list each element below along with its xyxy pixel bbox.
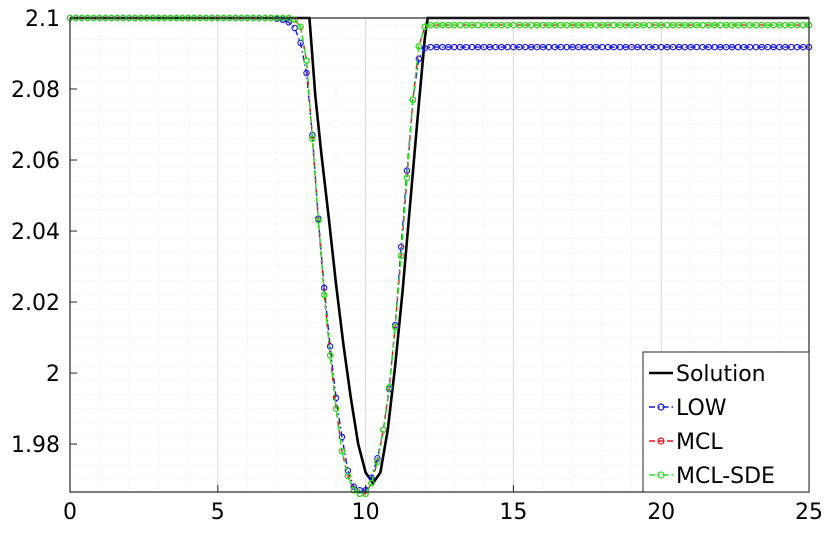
legend: Solution LOW MCL MCL-SDE — [642, 351, 810, 493]
data-point-mcl-sde — [409, 96, 417, 103]
x-tick-label: 0 — [63, 500, 77, 525]
data-point-mcl-sde — [303, 57, 310, 64]
data-point-mcl-sde — [368, 479, 375, 487]
legend-label-solution: Solution — [676, 362, 766, 387]
legend-marker-mcl — [657, 437, 665, 445]
y-tick-label: 2.1 — [25, 7, 60, 32]
data-point-mcl-sde — [320, 291, 328, 299]
data-point-low — [285, 19, 292, 26]
data-point-low — [291, 24, 298, 32]
data-point-mcl-sde — [421, 23, 428, 31]
y-tick-label: 2.08 — [11, 78, 60, 103]
plot-frame — [69, 17, 810, 493]
data-point-mcl-sde — [403, 174, 411, 182]
data-point-mcl-sde — [344, 472, 352, 480]
data-point-low — [332, 394, 340, 402]
data-point-mcl-sde — [380, 426, 387, 434]
data-point-mcl-sde — [397, 252, 405, 260]
data-point-low — [681, 43, 689, 51]
data-point-mcl-sde — [315, 217, 322, 224]
x-tick-label: 20 — [647, 500, 675, 525]
data-point-mcl-sde — [309, 135, 316, 142]
data-point-low — [297, 39, 304, 47]
y-tick-label: 2.04 — [11, 220, 60, 245]
data-point-mcl-sde — [415, 43, 423, 50]
data-point-mcl-sde — [326, 352, 334, 359]
data-point-mcl-sde — [297, 23, 304, 31]
legend-box — [642, 351, 810, 493]
x-tick-label: 25 — [795, 500, 823, 525]
y-tick-label: 1.98 — [11, 433, 60, 458]
legend-label-low: LOW — [676, 396, 727, 421]
y-tick-label: 2 — [46, 362, 60, 387]
data-point-low — [415, 55, 423, 63]
legend-marker-low — [657, 403, 665, 411]
y-tick-label: 2.06 — [11, 149, 60, 174]
legend-label-mcl: MCL — [676, 430, 723, 455]
y-tick-label: 2.02 — [11, 291, 60, 316]
data-point-mcl-sde — [385, 384, 393, 391]
data-point-mcl-sde — [291, 16, 298, 24]
x-tick-label: 5 — [211, 500, 225, 525]
data-point-low — [421, 44, 428, 52]
data-point-mcl-sde — [332, 405, 340, 412]
legend-marker-mcl-sde — [657, 471, 665, 479]
legend-label-mcl-sde: MCL-SDE — [676, 464, 775, 489]
x-tick-label: 10 — [352, 500, 380, 525]
x-tick-label: 15 — [499, 500, 527, 525]
data-point-low — [303, 69, 310, 77]
data-point-mcl-sde — [374, 458, 381, 466]
ticks-layer: 0 5 10 15 20 25 1.98 2 2.02 2.04 2.06 2.08 2.1 — [11, 7, 823, 525]
data-point-mcl-sde — [391, 323, 399, 331]
data-point-mcl-sde — [350, 486, 358, 494]
data-point-low — [350, 483, 358, 490]
data-point-mcl-sde — [338, 447, 346, 455]
data-point-low — [338, 433, 346, 441]
